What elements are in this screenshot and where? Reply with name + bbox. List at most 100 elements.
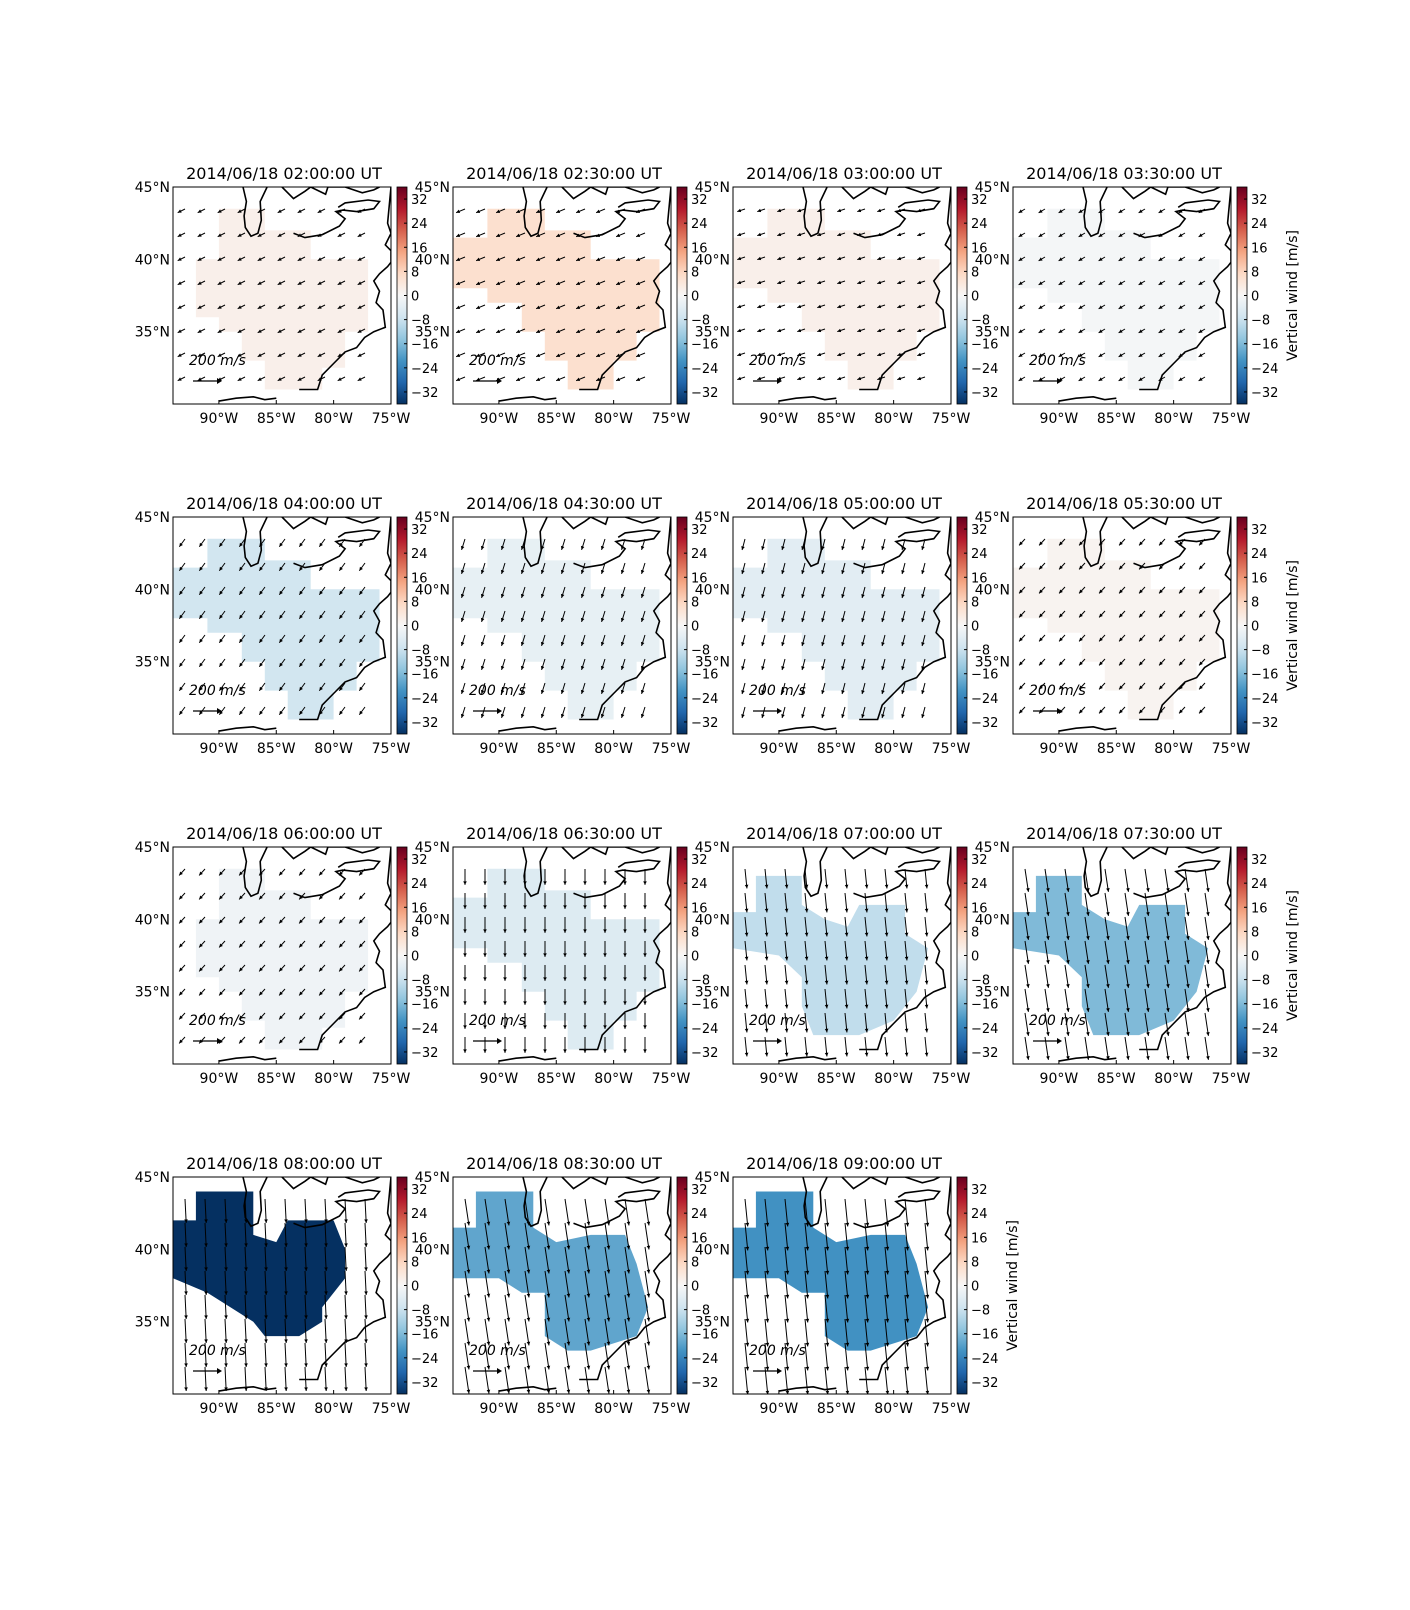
wind-arrow-head	[784, 884, 789, 889]
wind-arrow-head	[299, 686, 303, 691]
wind-arrow-head	[626, 1341, 631, 1346]
wind-arrow	[744, 1366, 749, 1394]
wind-arrow-head	[536, 305, 541, 309]
wind-arrow	[524, 1318, 530, 1346]
wind-arrow-head	[456, 377, 461, 381]
wind-arrow	[1044, 1012, 1049, 1036]
wind-arrow-head	[204, 1219, 208, 1223]
wind-arrow	[544, 1366, 550, 1394]
y-tick-label: 40°N	[695, 912, 730, 928]
wind-arrow-head	[496, 209, 501, 213]
wind-arrow-head	[1099, 637, 1103, 642]
x-tick-label: 80°W	[874, 1071, 913, 1087]
wind-arrow-head	[884, 1052, 889, 1057]
x-tick-label: 80°W	[1154, 411, 1193, 427]
wind-arrow-head	[279, 590, 283, 595]
wind-arrow-head	[476, 305, 481, 309]
wind-arrow-head	[219, 943, 223, 948]
wind-arrow-head	[805, 1366, 810, 1371]
wind-arrow-head	[785, 1366, 790, 1371]
wind-arrow-head	[1199, 589, 1203, 594]
wind-arrow-head	[1039, 685, 1043, 690]
wind-arrow-head	[877, 256, 882, 261]
wind-arrow-head	[844, 980, 849, 985]
wind-arrow	[604, 1342, 610, 1370]
wind-arrow-head	[603, 1049, 607, 1053]
wind-arrow-head	[785, 1270, 790, 1275]
wind-arrow-head	[857, 280, 862, 285]
x-tick-label: 90°W	[200, 1401, 239, 1417]
wind-arrow-head	[297, 305, 302, 309]
wind-arrow-head	[199, 542, 203, 547]
wind-arrow-head	[244, 1267, 248, 1271]
wind-arrow	[544, 1246, 550, 1274]
wind-arrow-head	[784, 956, 789, 961]
coastline-atlantic	[299, 517, 391, 721]
wind-arrow-head	[861, 546, 865, 551]
x-tick-label: 80°W	[594, 411, 633, 427]
wind-arrow-head	[1166, 1008, 1170, 1012]
wind-arrow-head	[317, 257, 322, 261]
wind-arrow-head	[620, 689, 625, 694]
wind-arrow-head	[797, 256, 802, 261]
y-tick-label: 35°N	[135, 325, 170, 341]
wind-arrow-head	[1118, 209, 1123, 213]
wind-arrow	[904, 1294, 909, 1323]
colorbar-tick-label: −16	[691, 1328, 718, 1343]
wind-arrow-head	[239, 614, 243, 619]
wind-region	[173, 538, 380, 720]
y-tick-label: 45°N	[415, 180, 450, 196]
wind-arrow-head	[861, 642, 865, 647]
wind-arrow-head	[239, 919, 243, 924]
wind-arrow-head	[841, 618, 845, 623]
wind-arrow-head	[643, 929, 647, 933]
wind-arrow	[544, 1318, 550, 1346]
coastline-atlantic	[299, 1177, 391, 1381]
wind-arrow-head	[797, 376, 802, 381]
wind-arrow-head	[917, 208, 922, 213]
wind-arrow-head	[339, 638, 343, 643]
wind-arrow-head	[244, 1243, 248, 1247]
wind-arrow-head	[480, 689, 485, 694]
wind-arrow	[844, 1294, 849, 1323]
wind-arrow-head	[319, 686, 323, 691]
y-tick-label: 45°N	[415, 1170, 450, 1186]
quiver-key-arrow-head	[1057, 1038, 1062, 1044]
wind-arrow-head	[1198, 257, 1203, 261]
wind-arrow-head	[279, 943, 283, 948]
wind-arrow-head	[1079, 589, 1083, 594]
wind-arrow	[1164, 1012, 1169, 1036]
wind-arrow-head	[1199, 541, 1203, 546]
wind-arrow-head	[279, 686, 283, 691]
wind-arrow-head	[496, 305, 501, 309]
wind-arrow	[524, 1366, 530, 1394]
wind-arrow-head	[359, 662, 363, 667]
wind-arrow-head	[785, 1246, 790, 1251]
colorbar-tick-label: 32	[411, 853, 428, 868]
x-tick-label: 85°W	[817, 1401, 856, 1417]
wind-arrow-head	[483, 929, 487, 933]
colorbar-tick-label: −32	[971, 716, 998, 731]
wind-arrow-head	[526, 1341, 531, 1346]
y-tick-label: 40°N	[695, 252, 730, 268]
wind-arrow-head	[543, 905, 547, 909]
wind-arrow	[1024, 892, 1029, 916]
wind-arrow-head	[817, 352, 822, 357]
wind-arrow-head	[640, 689, 645, 694]
wind-arrow-head	[337, 257, 342, 261]
y-tick-label: 45°N	[135, 180, 170, 196]
wind-arrow-head	[483, 953, 487, 957]
wind-arrow-head	[239, 638, 243, 643]
wind-arrow	[524, 1270, 530, 1298]
wind-arrow-head	[1146, 912, 1150, 916]
wind-arrow-head	[741, 618, 745, 623]
wind-region	[453, 208, 660, 390]
wind-arrow-head	[299, 662, 303, 667]
wind-arrow-head	[837, 280, 842, 285]
wind-arrow-head	[765, 1366, 770, 1371]
wind-arrow-head	[580, 665, 585, 670]
y-tick-label: 45°N	[415, 510, 450, 526]
wind-arrow-head	[277, 353, 282, 357]
colorbar-tick-label: 32	[691, 523, 708, 538]
